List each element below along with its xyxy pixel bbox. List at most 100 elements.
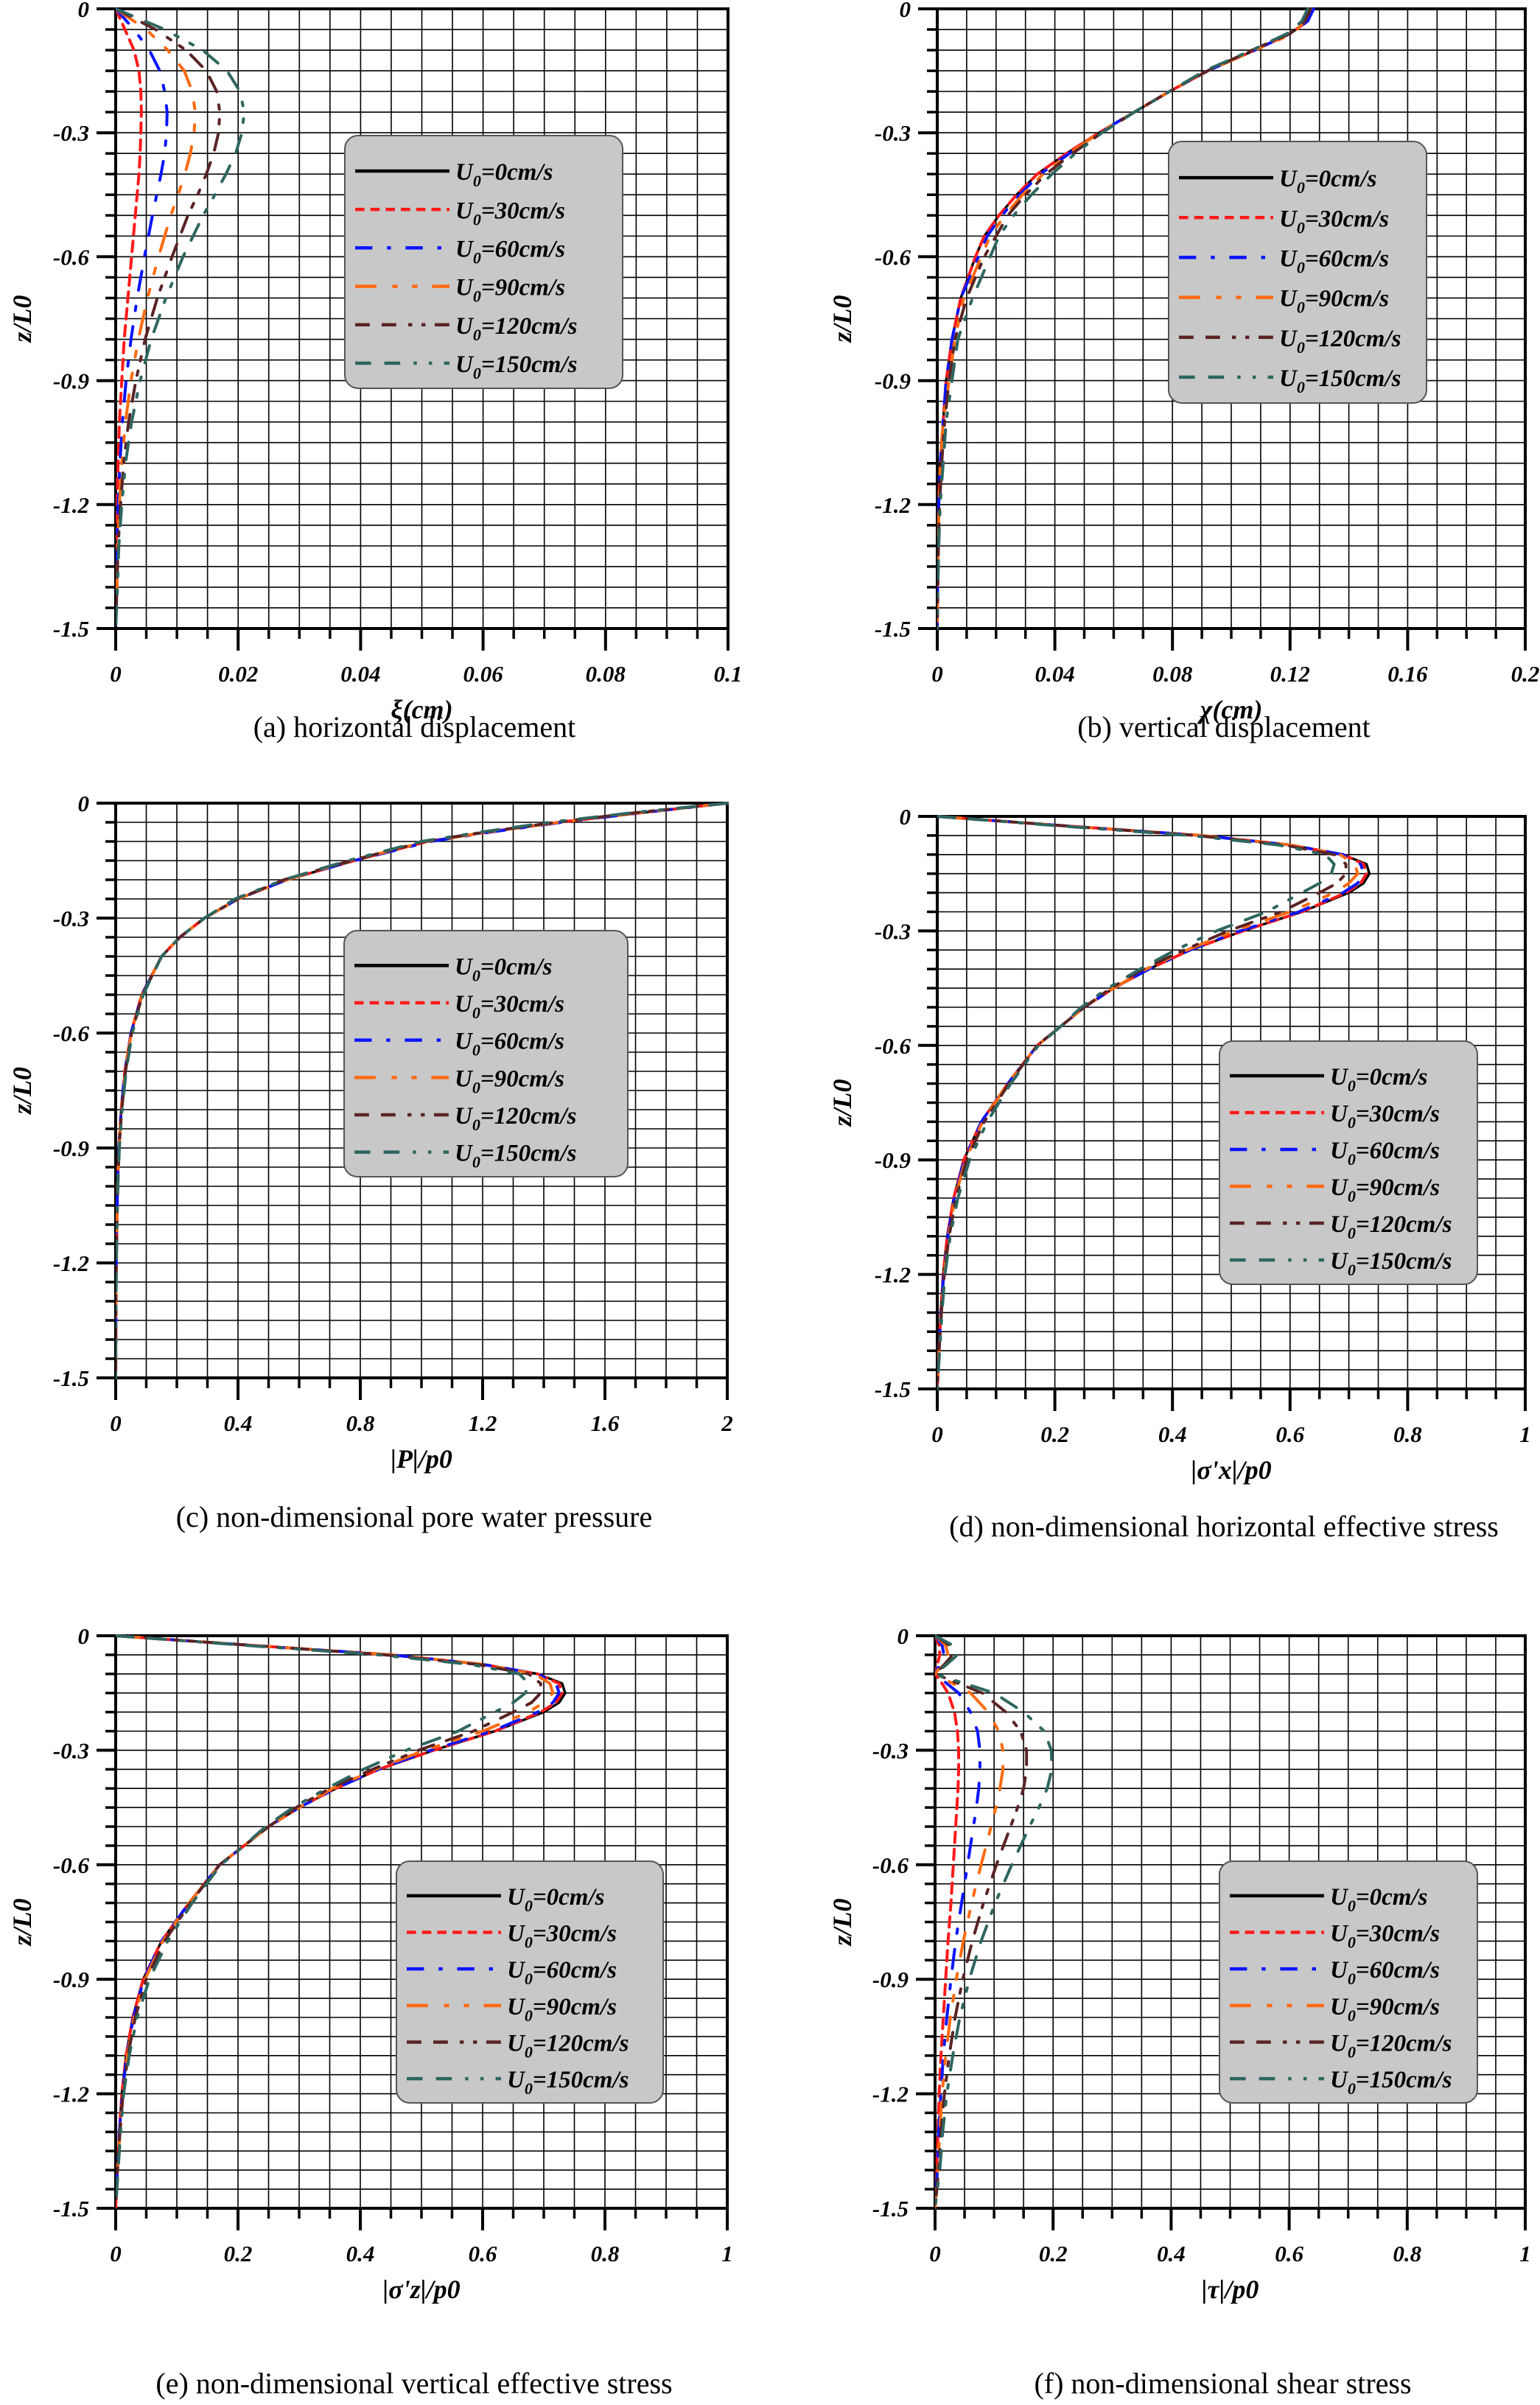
legend-symbol: U — [1330, 1175, 1349, 1201]
legend-value: =90cm/s — [1356, 1175, 1440, 1201]
legend-value: =120cm/s — [533, 2031, 629, 2057]
legend-label: U0=120cm/s — [507, 2031, 629, 2062]
legend-label: U0=30cm/s — [1279, 206, 1389, 237]
x-tick-label: 0.04 — [340, 661, 380, 687]
chart-panel-f: 0 0.2 0.4 0.6 0.8 1 0 -0.3 -0.6 -0.9 -1.2 -1.5 |τ|/p… — [827, 1623, 1531, 2400]
legend-label: U0=90cm/s — [507, 1994, 617, 2025]
legend-subscript: 0 — [525, 2043, 533, 2062]
legend-value: =120cm/s — [1356, 2031, 1452, 2057]
legend-value: =90cm/s — [1356, 1994, 1440, 2020]
x-tick-label: 0.6 — [1275, 1421, 1304, 1447]
x-tick-label: 0.04 — [1035, 661, 1074, 687]
legend-subscript: 0 — [525, 2079, 533, 2098]
x-tick-label: 2 — [721, 1410, 733, 1436]
legend-symbol: U — [1279, 286, 1298, 312]
series-group — [116, 802, 729, 1379]
legend-symbol: U — [455, 1029, 474, 1055]
x-axis-title: |P|/p0 — [391, 1444, 452, 1474]
y-tick-label: 0 — [900, 0, 911, 22]
x-tick-label: 1 — [1519, 1421, 1531, 1447]
y-tick-label: -0.3 — [875, 918, 911, 944]
legend-label: U0=150cm/s — [1279, 365, 1401, 396]
series-line — [116, 7, 169, 630]
legend-symbol: U — [1330, 1921, 1349, 1947]
legend: U0=0cm/sU0=30cm/sU0=60cm/sU0=90cm/sU0=12… — [344, 135, 623, 389]
legend-value: =30cm/s — [1356, 1101, 1440, 1127]
legend-subscript: 0 — [1297, 378, 1305, 396]
legend-symbol: U — [1279, 365, 1298, 392]
legend-subscript: 0 — [473, 210, 481, 228]
legend-subscript: 0 — [1348, 2006, 1356, 2025]
legend-value: =150cm/s — [1305, 365, 1401, 392]
legend-value: =150cm/s — [480, 1141, 577, 1167]
legend-label: U0=60cm/s — [1279, 245, 1389, 276]
x-tick-label: 0.4 — [224, 1410, 253, 1436]
legend-subscript: 0 — [1348, 1077, 1356, 1095]
series-line — [937, 7, 1315, 630]
legend-label: U0=120cm/s — [1279, 326, 1401, 357]
series-line — [935, 1634, 1054, 2210]
y-tick-label: -1.5 — [53, 616, 89, 642]
legend-value: =150cm/s — [533, 2067, 629, 2093]
legend-label: U0=120cm/s — [1330, 1211, 1452, 1242]
x-tick-label: 0 — [110, 1410, 122, 1436]
y-tick-label: -1.2 — [875, 1262, 911, 1288]
legend-value: =60cm/s — [481, 236, 565, 262]
legend-symbol: U — [1330, 1248, 1349, 1275]
panel-caption: (e) non-dimensional vertical effective s… — [155, 2367, 672, 2400]
legend-label: U0=150cm/s — [1330, 2067, 1452, 2098]
legend-symbol: U — [455, 351, 475, 378]
legend-label: U0=90cm/s — [1330, 1175, 1440, 1205]
legend-value: =30cm/s — [480, 991, 564, 1018]
series-line — [116, 1634, 561, 2210]
series-group — [116, 7, 246, 630]
legend-symbol: U — [455, 275, 475, 301]
legend-label: U0=60cm/s — [455, 236, 565, 267]
legend-value: =90cm/s — [533, 1994, 617, 2020]
y-tick-label: -0.9 — [53, 1135, 89, 1161]
legend-subscript: 0 — [525, 2006, 533, 2025]
legend-label: U0=60cm/s — [1330, 1957, 1440, 1988]
series-group — [937, 815, 1371, 1390]
legend-label: U0=0cm/s — [1330, 1064, 1427, 1095]
y-tick-label: -0.9 — [875, 368, 911, 394]
legend-value: =90cm/s — [480, 1065, 564, 1092]
legend-label: U0=120cm/s — [455, 313, 577, 344]
legend-symbol: U — [1279, 206, 1298, 232]
y-tick-label: -0.3 — [872, 1737, 909, 1763]
x-tick-label: 0.4 — [346, 2241, 375, 2266]
legend-label: U0=120cm/s — [455, 1103, 576, 1134]
legend-value: =120cm/s — [1356, 1211, 1452, 1238]
y-tick-label: -0.6 — [53, 1021, 90, 1046]
legend-label: U0=0cm/s — [1279, 166, 1376, 197]
legend-symbol: U — [1330, 1101, 1349, 1127]
legend-value: =90cm/s — [481, 275, 565, 301]
legend-subscript: 0 — [473, 364, 481, 382]
legend-label: U0=90cm/s — [455, 275, 565, 306]
legend-symbol: U — [507, 1957, 526, 1984]
x-tick-label: 1.6 — [591, 1410, 620, 1436]
legend-value: =0cm/s — [1356, 1064, 1428, 1091]
y-axis-title: z/L0 — [827, 295, 857, 343]
y-tick-label: -0.6 — [875, 244, 911, 270]
y-tick-label: -0.9 — [53, 368, 89, 394]
x-tick-label: 0.2 — [1039, 2241, 1068, 2266]
legend-symbol: U — [1330, 1211, 1349, 1238]
x-tick-label: 0.8 — [1393, 2241, 1421, 2266]
legend-value: =120cm/s — [481, 313, 578, 340]
series-group — [937, 7, 1315, 630]
x-tick-label: 0 — [110, 2241, 122, 2266]
y-tick-label: -0.6 — [53, 244, 90, 270]
series-line — [116, 7, 222, 630]
legend-symbol: U — [1279, 166, 1298, 192]
x-axis-title: |τ|/p0 — [1202, 2275, 1259, 2304]
legend-label: U0=30cm/s — [455, 197, 565, 228]
x-axis-title: |σ'x|/p0 — [1191, 1455, 1271, 1485]
series-line — [116, 802, 729, 1379]
y-tick-label: -0.6 — [53, 1852, 90, 1878]
legend-subscript: 0 — [1348, 1261, 1356, 1279]
panel-caption: (a) horizontal displacement — [253, 710, 576, 743]
y-tick-label: -0.3 — [53, 906, 89, 931]
legend-symbol: U — [455, 313, 475, 340]
